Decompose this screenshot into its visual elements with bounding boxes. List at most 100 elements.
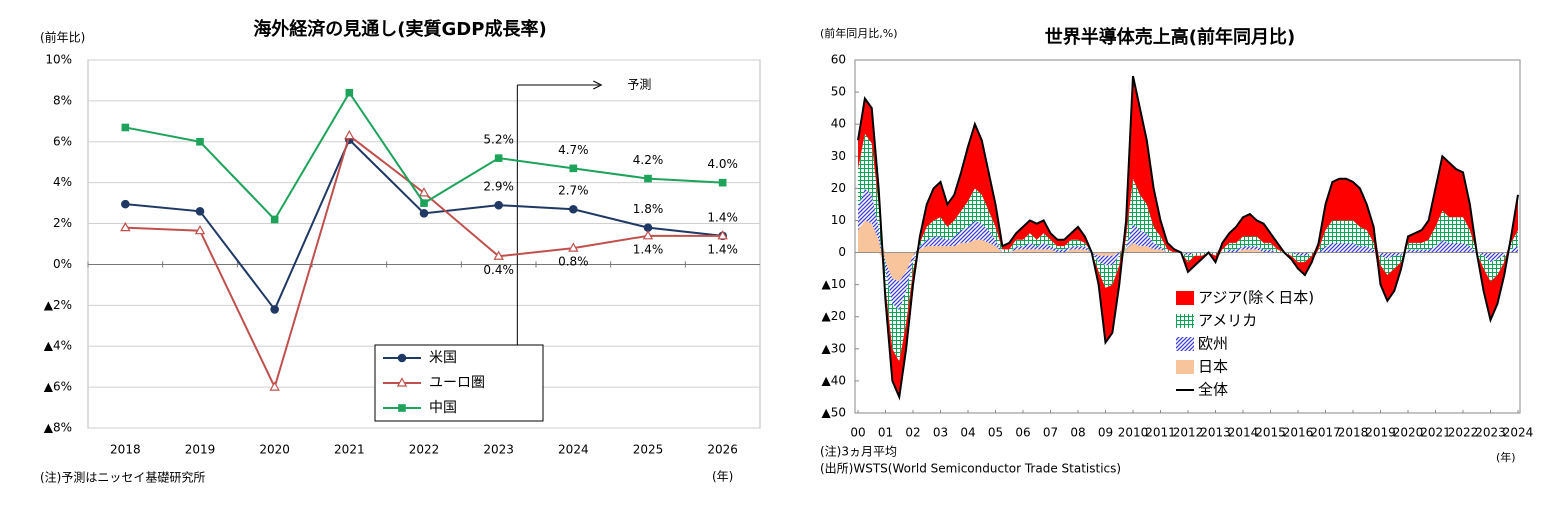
legend-label: 欧州 (1198, 335, 1228, 353)
x-tick-label: 2011 (1145, 426, 1176, 440)
marker (418, 187, 430, 197)
x-tick-label: 01 (878, 426, 893, 440)
annotation: 予測 (627, 78, 651, 92)
note: (注)3ヵ月平均 (820, 444, 897, 459)
y-tick-label: ▲20 (822, 309, 847, 323)
data-label: 0.4% (483, 263, 514, 277)
x-tick-label: 2020 (1393, 426, 1424, 440)
y-tick-label: ▲8% (44, 421, 72, 435)
legend-label: 全体 (1198, 381, 1228, 399)
marker (568, 242, 579, 252)
marker (270, 305, 279, 314)
marker (345, 88, 354, 97)
y-tick-label: 4% (53, 175, 72, 189)
x-tick-label: 2025 (633, 443, 664, 457)
y-tick-label: 0 (838, 245, 846, 259)
x-tick-label: 2016 (1283, 426, 1314, 440)
x-tick-label: 2017 (1310, 426, 1341, 440)
x-tick-label: 06 (1015, 426, 1030, 440)
x-tick-label: 2018 (1338, 426, 1369, 440)
note: (出所)WSTS(World Semiconductor Trade Stati… (820, 462, 1121, 476)
marker (269, 381, 280, 391)
data-label: 1.4% (707, 210, 738, 224)
chart-title: 海外経済の見通し(実質GDP成長率) (253, 18, 546, 40)
x-tick-label: 07 (1043, 426, 1058, 440)
y-axis-label: (前年比) (40, 30, 85, 45)
x-tick-label: 2022 (409, 443, 440, 457)
y-tick-label: 10 (831, 213, 846, 227)
data-label: 4.0% (707, 157, 738, 171)
y-tick-label: ▲4% (44, 339, 72, 353)
data-label: 1.4% (633, 242, 664, 256)
x-axis-label: (年) (712, 470, 733, 484)
x-tick-label: 08 (1070, 426, 1085, 440)
x-tick-label: 00 (850, 426, 865, 440)
marker (270, 215, 279, 224)
x-tick-label: 2021 (334, 443, 365, 457)
x-tick-label: 2013 (1200, 426, 1231, 440)
marker (398, 404, 406, 412)
y-tick-label: 6% (53, 134, 72, 148)
data-label: 1.4% (707, 242, 738, 256)
marker (494, 154, 503, 162)
legend-swatch (1176, 360, 1194, 374)
area (858, 220, 1518, 282)
legend-label: アジア(除く日本) (1198, 289, 1314, 307)
legend-swatch (1176, 337, 1194, 351)
y-tick-label: ▲2% (44, 298, 72, 312)
marker (420, 199, 428, 207)
y-tick-label: 2% (53, 216, 72, 230)
x-tick-label: 03 (933, 426, 948, 440)
y-tick-label: ▲6% (44, 380, 72, 394)
data-label: 2.7% (558, 184, 589, 198)
marker (569, 204, 578, 214)
y-tick-label: 0% (53, 257, 72, 271)
data-label: 4.2% (633, 153, 664, 167)
data-label: 5.2% (483, 133, 514, 147)
marker (196, 137, 204, 146)
legend-label: 米国 (429, 350, 457, 366)
x-tick-label: 2021 (1420, 426, 1451, 440)
legend-label: アメリカ (1198, 312, 1257, 330)
y-tick-label: 60 (831, 53, 846, 67)
y-tick-label: 40 (831, 117, 846, 131)
marker (396, 377, 408, 387)
marker (344, 129, 355, 140)
y-tick-label: 50 (831, 85, 846, 99)
x-tick-label: 2022 (1448, 426, 1479, 440)
marker (493, 250, 504, 260)
marker (121, 123, 130, 132)
x-tick-label: 05 (988, 426, 1003, 440)
y-tick-label: 10% (45, 53, 72, 67)
y-tick-label: 30 (831, 149, 846, 163)
data-label: 4.7% (558, 143, 589, 157)
marker (195, 206, 205, 216)
x-tick-label: 04 (960, 426, 975, 440)
x-tick-label: 2020 (259, 443, 290, 457)
x-tick-label: 2026 (707, 443, 738, 457)
x-tick-label: 2023 (1475, 426, 1506, 440)
marker (494, 200, 503, 210)
x-tick-label: 2024 (558, 443, 589, 457)
data-label: 1.8% (633, 202, 664, 216)
legend-swatch (1176, 314, 1194, 328)
marker (419, 209, 429, 218)
legend-label: 中国 (429, 400, 457, 416)
x-tick-label: 2023 (483, 443, 514, 457)
legend-label: 日本 (1198, 358, 1228, 376)
x-tick-label: 2019 (1365, 426, 1396, 440)
legend-swatch (1176, 291, 1194, 305)
y-tick-label: 20 (831, 181, 846, 195)
data-label: 2.9% (483, 180, 514, 194)
marker (644, 174, 652, 183)
chart-title: 世界半導体売上高(前年同月比) (1045, 26, 1295, 48)
marker (194, 224, 206, 235)
note: (注)予測はニッセイ基礎研究所 (40, 470, 205, 485)
y-tick-label: ▲50 (822, 406, 847, 420)
marker (397, 353, 407, 363)
marker (120, 221, 131, 232)
x-tick-label: 2010 (1118, 426, 1149, 440)
legend-label: ユーロ圏 (429, 375, 485, 391)
